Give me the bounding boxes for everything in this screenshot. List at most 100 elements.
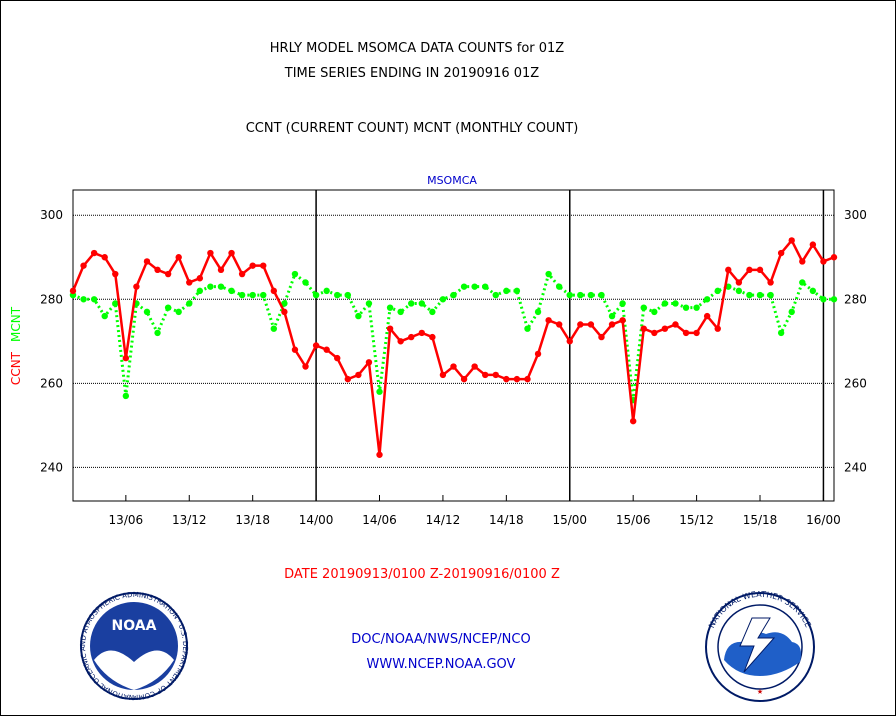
- data-point-ccnt: [566, 338, 573, 345]
- data-point-mcnt: [577, 291, 584, 299]
- org-link[interactable]: DOC/NOAA/NWS/NCEP/NCO: [351, 632, 530, 647]
- x-tick-label: 14/18: [489, 513, 524, 527]
- data-point-ccnt: [270, 287, 278, 295]
- data-point-ccnt: [513, 375, 521, 383]
- data-point-ccnt: [217, 266, 225, 274]
- data-point-mcnt: [365, 300, 373, 307]
- data-point-ccnt: [281, 308, 288, 316]
- y-tick-label-right: 280: [844, 292, 867, 306]
- y-tick-label-left: 240: [40, 460, 63, 474]
- data-point-mcnt: [503, 287, 510, 295]
- data-point-ccnt: [651, 329, 658, 337]
- data-point-mcnt: [555, 283, 563, 290]
- website-link[interactable]: WWW.NCEP.NOAA.GOV: [367, 657, 516, 672]
- data-point-ccnt: [408, 333, 415, 341]
- data-point-ccnt: [820, 258, 827, 265]
- data-point-mcnt: [418, 300, 425, 307]
- data-point-mcnt: [249, 291, 256, 299]
- data-point-mcnt: [746, 291, 753, 299]
- data-point-mcnt: [238, 291, 246, 299]
- data-point-mcnt: [112, 300, 119, 307]
- data-point-ccnt: [640, 325, 647, 332]
- y-axis-label-ccnt: CCNT: [9, 351, 23, 385]
- data-point-mcnt: [207, 283, 214, 290]
- grid-layer: [73, 190, 834, 501]
- data-point-mcnt: [566, 291, 573, 299]
- data-point-mcnt: [799, 279, 806, 286]
- data-point-mcnt: [714, 287, 721, 295]
- plot-area: [72, 189, 835, 502]
- data-point-mcnt: [767, 291, 774, 299]
- noaa-logo: NATIONAL OCEANIC AND ATMOSPHERIC ADMINIS…: [0, 0, 189, 701]
- data-point-mcnt: [186, 300, 193, 307]
- station-label: MSOMCA: [427, 174, 477, 187]
- data-point-mcnt: [534, 308, 542, 316]
- data-point-ccnt: [344, 375, 352, 383]
- y-tick-label-right: 300: [844, 208, 867, 222]
- data-point-mcnt: [830, 296, 838, 303]
- data-point-mcnt: [355, 312, 362, 320]
- data-point-ccnt: [587, 321, 595, 328]
- data-point-ccnt: [830, 254, 838, 261]
- chart-title: HRLY MODEL MSOMCA DATA COUNTS for 01Z: [270, 41, 565, 56]
- x-tick-label: 15/00: [552, 513, 587, 527]
- data-point-ccnt: [777, 249, 785, 257]
- data-point-mcnt: [788, 308, 795, 316]
- data-point-ccnt: [492, 371, 499, 379]
- data-point-ccnt: [682, 329, 690, 337]
- data-point-mcnt: [281, 300, 288, 307]
- data-point-mcnt: [756, 291, 764, 299]
- data-point-ccnt: [735, 279, 743, 286]
- data-point-ccnt: [471, 363, 478, 370]
- data-point-ccnt: [69, 287, 77, 295]
- y-axis-label-mcnt: MCNT: [9, 306, 23, 342]
- y-tick-label-left: 260: [40, 376, 63, 390]
- x-tick-label: 13/12: [172, 513, 207, 527]
- data-point-ccnt: [238, 270, 246, 278]
- data-point-mcnt: [820, 296, 827, 303]
- data-point-ccnt: [397, 338, 404, 345]
- y-tick-label-right: 240: [844, 460, 867, 474]
- data-point-ccnt: [534, 350, 542, 358]
- data-point-ccnt: [154, 266, 161, 274]
- data-point-mcnt: [302, 279, 309, 286]
- data-point-mcnt: [270, 325, 278, 332]
- data-point-mcnt: [482, 283, 489, 290]
- data-point-mcnt: [513, 287, 521, 295]
- noaa-logo-text: NOAA: [112, 618, 157, 634]
- data-point-mcnt: [598, 291, 605, 299]
- data-point-ccnt: [143, 258, 151, 265]
- data-point-mcnt: [640, 304, 647, 311]
- data-point-mcnt: [291, 270, 299, 278]
- data-point-ccnt: [725, 266, 732, 274]
- data-point-ccnt: [418, 329, 425, 337]
- data-point-ccnt: [164, 270, 172, 278]
- data-point-mcnt: [809, 287, 817, 295]
- data-point-mcnt: [408, 300, 415, 307]
- data-point-ccnt: [661, 325, 669, 332]
- data-point-mcnt: [217, 283, 225, 290]
- data-point-ccnt: [450, 363, 457, 370]
- data-point-mcnt: [703, 296, 711, 303]
- data-point-ccnt: [608, 321, 616, 328]
- x-tick-label: 14/12: [426, 513, 461, 527]
- data-point-mcnt: [312, 291, 320, 299]
- data-point-mcnt: [545, 270, 552, 278]
- x-tick-label: 14/00: [299, 513, 334, 527]
- data-point-ccnt: [334, 354, 341, 362]
- data-point-ccnt: [386, 325, 394, 332]
- data-point-ccnt: [756, 266, 764, 274]
- data-point-ccnt: [746, 266, 753, 274]
- date-range: DATE 20190913/0100 Z-20190916/0100 Z: [284, 567, 560, 582]
- data-point-mcnt: [619, 300, 626, 307]
- data-point-mcnt: [672, 300, 679, 307]
- data-point-ccnt: [228, 249, 235, 257]
- data-point-ccnt: [788, 237, 795, 244]
- series-description: CCNT (CURRENT COUNT) MCNT (MONTHLY COUNT…: [246, 121, 579, 136]
- data-point-ccnt: [703, 312, 711, 320]
- data-point-mcnt: [228, 287, 235, 295]
- data-point-ccnt: [80, 262, 87, 269]
- x-tick-label: 13/18: [235, 513, 270, 527]
- data-point-ccnt: [249, 262, 256, 269]
- data-point-mcnt: [101, 312, 108, 320]
